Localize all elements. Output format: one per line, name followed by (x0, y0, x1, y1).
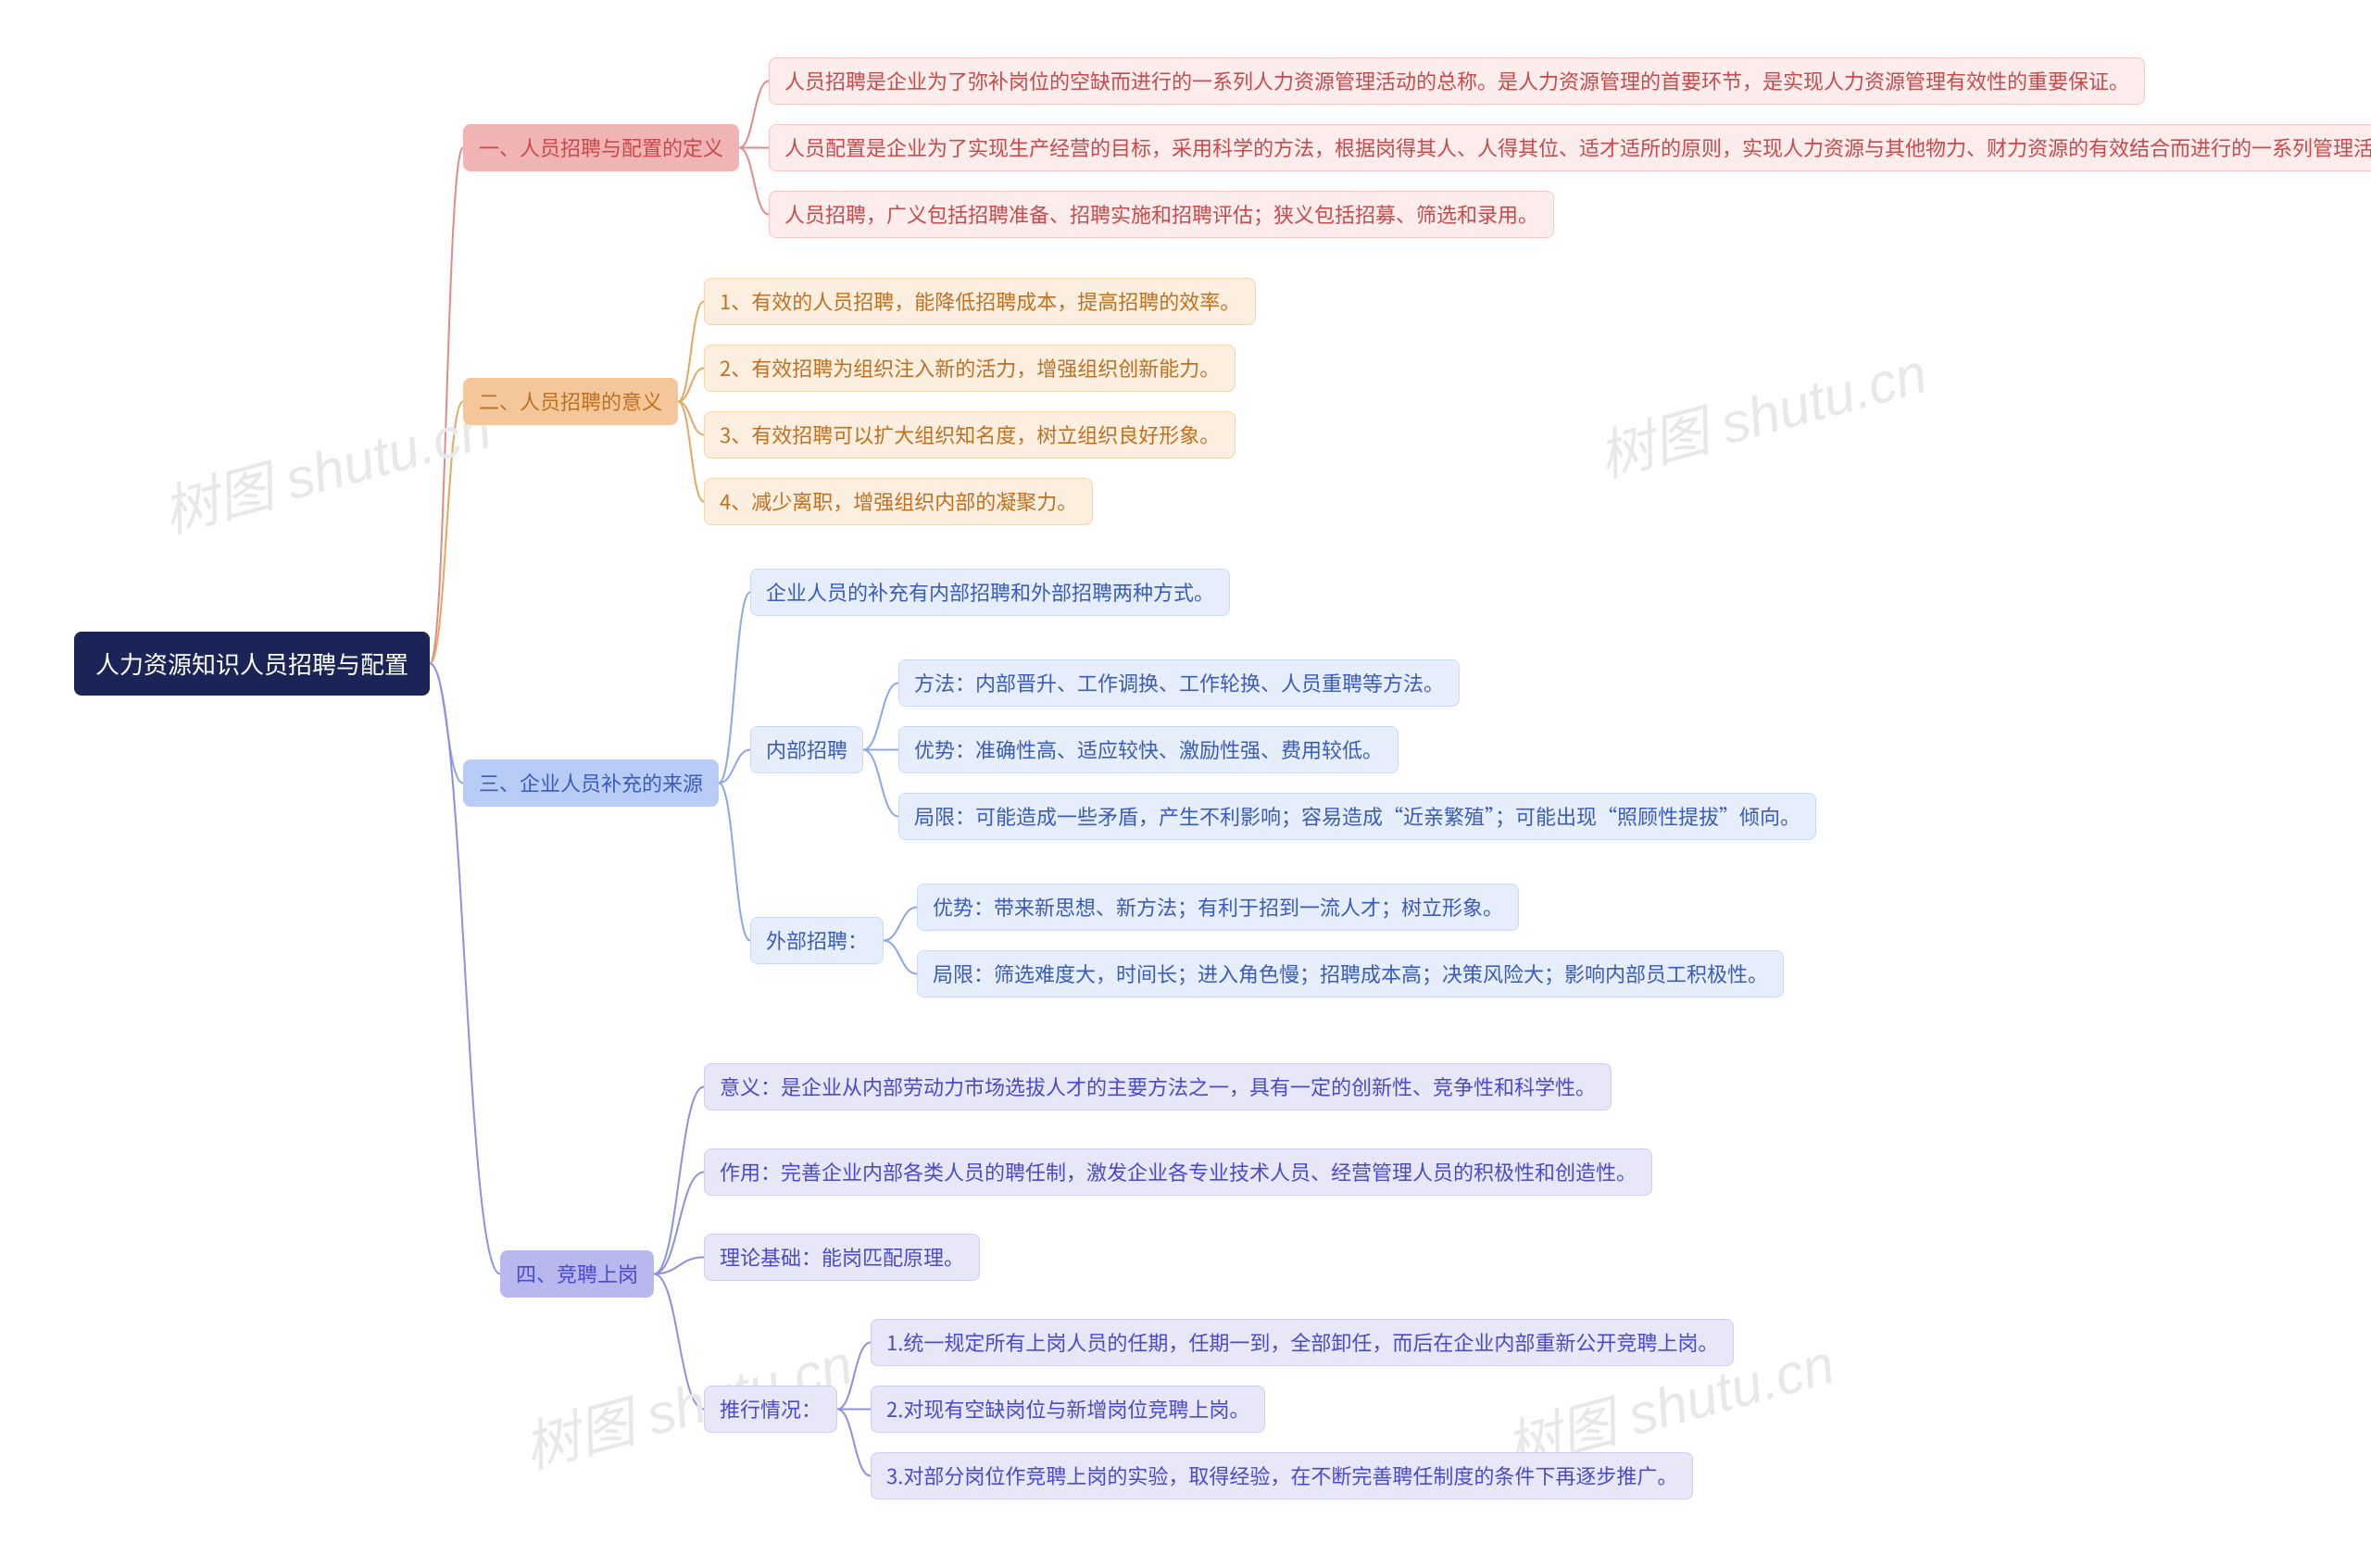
mindmap-leaf: 3、有效招聘可以扩大组织知名度，树立组织良好形象。 (704, 411, 1236, 458)
mindmap-leaf: 人员招聘，广义包括招聘准备、招聘实施和招聘评估；狭义包括招募、筛选和录用。 (769, 191, 1554, 238)
mindmap-leaf: 1.统一规定所有上岗人员的任期，任期一到，全部卸任，而后在企业内部重新公开竞聘上… (871, 1319, 1734, 1366)
mindmap-branch: 一、人员招聘与配置的定义 (463, 124, 739, 171)
mindmap-leaf: 企业人员的补充有内部招聘和外部招聘两种方式。 (750, 569, 1230, 616)
mindmap-leaf: 人员配置是企业为了实现生产经营的目标，采用科学的方法，根据岗得其人、人得其位、适… (769, 124, 2371, 171)
mindmap-leaf: 作用：完善企业内部各类人员的聘任制，激发企业各专业技术人员、经营管理人员的积极性… (704, 1148, 1652, 1196)
mindmap-leaf: 局限：筛选难度大，时间长；进入角色慢；招聘成本高；决策风险大；影响内部员工积极性… (917, 950, 1784, 997)
mindmap-leaf: 理论基础：能岗匹配原理。 (704, 1234, 980, 1281)
mindmap-root: 人力资源知识人员招聘与配置 (74, 632, 430, 696)
mindmap-leaf: 优势：带来新思想、新方法；有利于招到一流人才；树立形象。 (917, 884, 1519, 931)
mindmap-branch: 二、人员招聘的意义 (463, 378, 678, 425)
mindmap-subnode: 内部招聘 (750, 726, 863, 773)
mindmap-branch: 三、企业人员补充的来源 (463, 759, 719, 807)
mindmap-leaf: 局限：可能造成一些矛盾，产生不利影响；容易造成“近亲繁殖”；可能出现“照顾性提拔… (898, 793, 1816, 840)
mindmap-subnode: 推行情况： (704, 1386, 837, 1433)
mindmap-leaf: 1、有效的人员招聘，能降低招聘成本，提高招聘的效率。 (704, 278, 1256, 325)
mindmap-leaf: 方法：内部晋升、工作调换、工作轮换、人员重聘等方法。 (898, 659, 1460, 707)
mindmap-leaf: 2、有效招聘为组织注入新的活力，增强组织创新能力。 (704, 345, 1236, 392)
mindmap-leaf: 优势：准确性高、适应较快、激励性强、费用较低。 (898, 726, 1399, 773)
mindmap-leaf: 人员招聘是企业为了弥补岗位的空缺而进行的一系列人力资源管理活动的总称。是人力资源… (769, 57, 2145, 105)
mindmap-branch: 四、竞聘上岗 (500, 1250, 654, 1298)
mindmap-leaf: 4、减少离职，增强组织内部的凝聚力。 (704, 478, 1093, 525)
mindmap-leaf: 意义：是企业从内部劳动力市场选拔人才的主要方法之一，具有一定的创新性、竞争性和科… (704, 1063, 1612, 1110)
mindmap-leaf: 2.对现有空缺岗位与新增岗位竞聘上岗。 (871, 1386, 1265, 1433)
mindmap-subnode: 外部招聘： (750, 917, 884, 964)
mindmap-leaf: 3.对部分岗位作竞聘上岗的实验，取得经验，在不断完善聘任制度的条件下再逐步推广。 (871, 1452, 1693, 1499)
